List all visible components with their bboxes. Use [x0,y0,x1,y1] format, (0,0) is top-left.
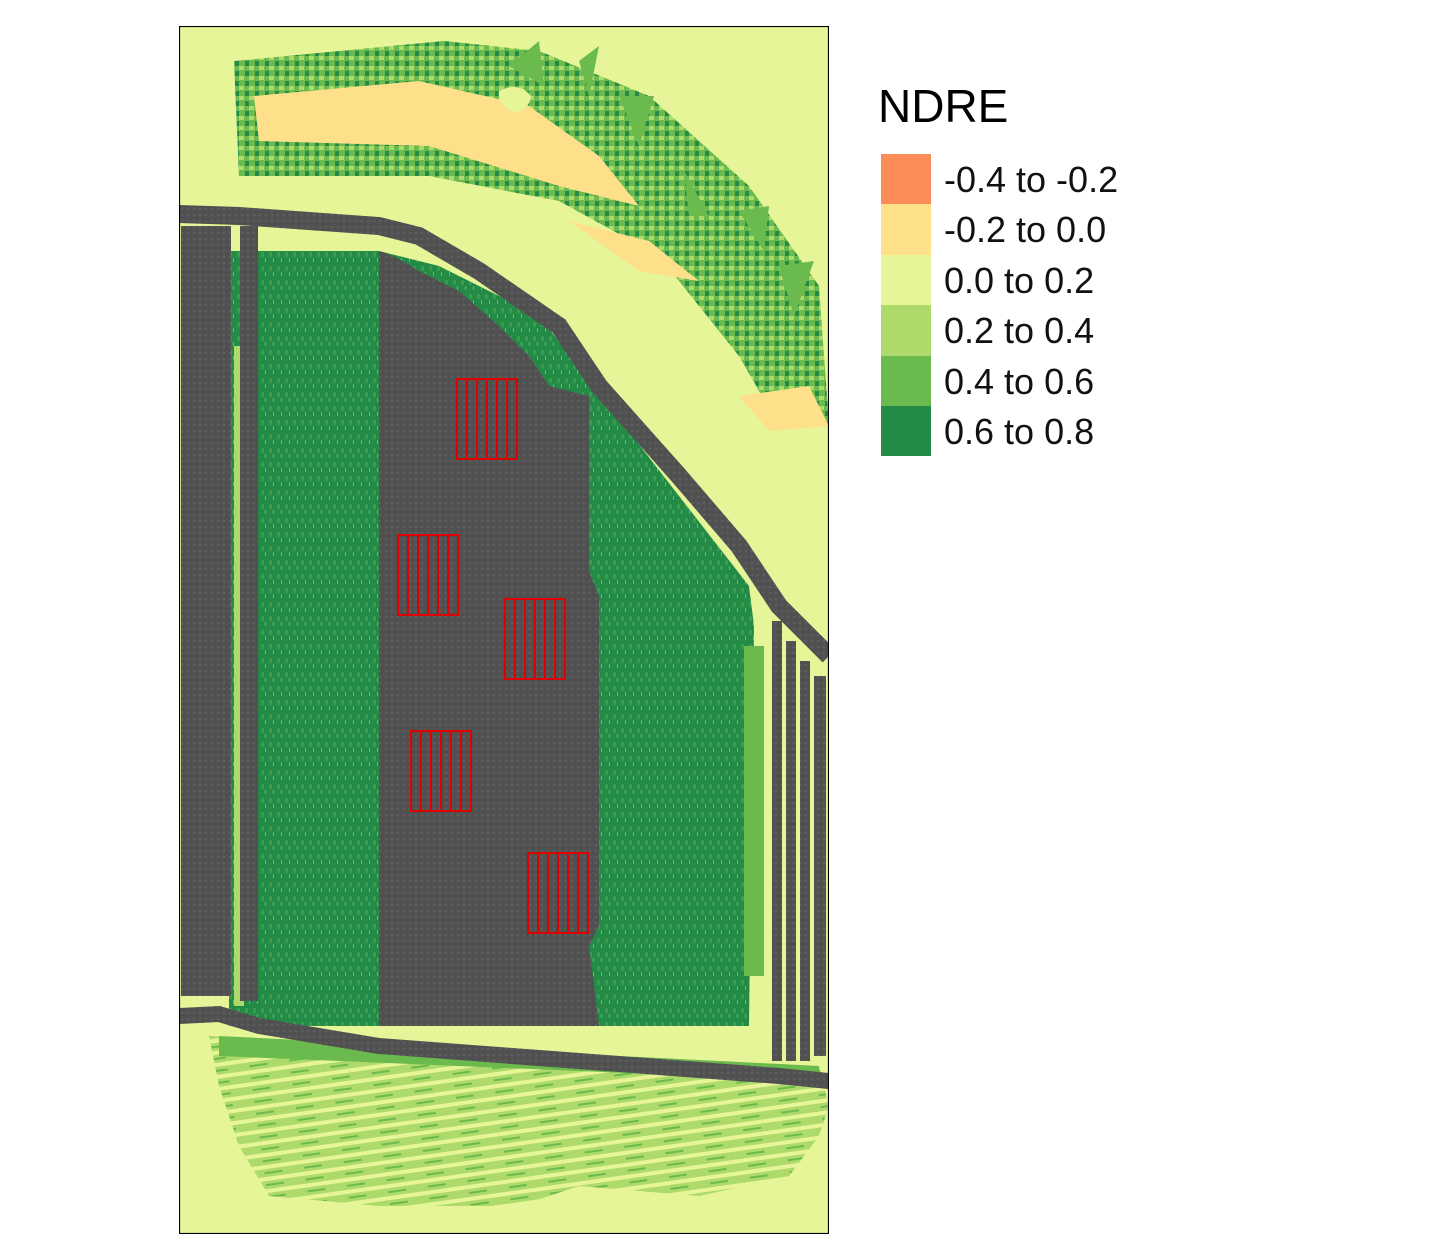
legend-items: -0.4 to -0.2 -0.2 to 0.0 0.0 to 0.2 0.2 … [878,154,1178,457]
plot-outline [447,534,459,616]
north-track [179,205,829,663]
edge-triangle [509,41,544,86]
south-track [179,1005,829,1089]
legend-swatch [881,305,931,356]
plot-outline [506,378,518,460]
east-track-4 [814,676,826,1056]
east-track-2 [786,641,796,1061]
legend-label: 0.0 to 0.2 [944,259,1095,301]
flight-tracks [179,205,829,1089]
plot-outline [460,730,472,812]
legend-swatch [881,405,931,457]
northeast-dry-patch [739,386,829,431]
west-track-single [240,226,258,1001]
map-frame [179,26,829,1234]
north-dry-patch-b [569,221,699,281]
legend-item: -0.2 to 0.0 [878,204,1178,255]
edge-triangle [579,46,599,96]
legend-label: 0.4 to 0.6 [944,360,1095,402]
legend-label: 0.6 to 0.8 [944,410,1095,452]
ndre-map-panel [179,26,829,1234]
legend-label: -0.2 to 0.0 [944,209,1107,251]
west-track-block [181,226,231,996]
legend-swatch [881,355,931,406]
west-field-strip [234,346,244,1006]
legend-item: 0.6 to 0.8 [878,405,1178,457]
edge-triangle [739,206,769,251]
legend-label: -0.4 to -0.2 [944,159,1119,200]
edge-triangle [619,96,654,146]
legend-title: NDRE [878,80,1009,132]
south-vegetation-area [209,1036,829,1206]
plot-outline [577,852,589,934]
east-track-3 [800,661,810,1061]
edge-hole [498,87,531,112]
north-dry-band [254,81,639,206]
east-track-1 [772,621,782,1061]
east-field-strip [744,646,764,976]
legend-label: 0.2 to 0.4 [944,310,1095,352]
legend: NDRE -0.4 to -0.2 -0.2 to 0.0 0.0 to 0.2… [878,78,1178,457]
legend-item: 0.4 to 0.6 [878,355,1178,406]
plot-outlines [397,378,589,934]
edge-triangle [684,171,709,216]
edge-triangle [779,261,814,316]
legend-swatch [881,254,931,306]
legend-swatch [881,204,931,255]
central-track-block [379,251,599,1026]
legend-item: 0.0 to 0.2 [878,254,1178,306]
legend-swatch [881,154,931,205]
plot-outline [554,598,566,680]
legend-item: -0.4 to -0.2 [878,154,1178,205]
ndre-map [179,26,829,1234]
legend-item: 0.2 to 0.4 [878,305,1178,356]
